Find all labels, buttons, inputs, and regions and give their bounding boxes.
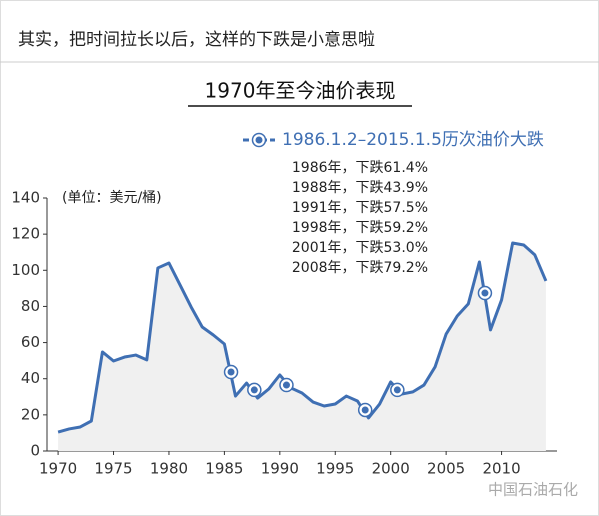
drop-marker-dot <box>227 368 235 376</box>
y-tick-label: 40 <box>21 369 40 387</box>
x-tick-label: 1975 <box>94 460 132 478</box>
y-tick-label: 140 <box>11 189 40 207</box>
x-tick-label: 1980 <box>150 460 188 478</box>
line <box>57 241 548 434</box>
y-tick-label: 60 <box>21 333 40 351</box>
y-tick-label: 20 <box>21 405 40 423</box>
x-tick-label: 1970 <box>39 460 77 478</box>
watermark: 中国石油石化 <box>488 481 578 499</box>
y-tick-label: 0 <box>30 442 40 460</box>
legend-label: 1986.1.2–2015.1.5历次油价大跌 <box>282 130 544 150</box>
chart-title: 1970年至今油价表现 <box>205 79 396 103</box>
annotation: 2008年，下跌79.2% <box>292 260 428 276</box>
drop-marker-dot <box>481 289 489 297</box>
y-axis-label: (单位：美元/桶) <box>62 190 162 206</box>
annotation: 1991年，下跌57.5% <box>292 200 428 216</box>
annotation: 1988年，下跌43.9% <box>292 180 428 196</box>
header: 其实，把时间拉长以后，这样的下跌是小意思啦 <box>18 30 375 50</box>
drop-marker-dot <box>282 381 290 389</box>
x-tick-label: 2010 <box>482 460 520 478</box>
x-tick-label: 1995 <box>316 460 354 478</box>
drop-marker-dot <box>250 386 258 394</box>
area <box>58 242 546 451</box>
x-tick-label: 2005 <box>427 460 465 478</box>
annotation: 1986年，下跌61.4% <box>292 160 428 176</box>
x-tick-label: 1985 <box>205 460 243 478</box>
annotation: 1998年，下跌59.2% <box>292 220 428 236</box>
drop-marker-dot <box>361 406 369 414</box>
y-tick-label: 80 <box>21 297 40 315</box>
x-tick-label: 1990 <box>261 460 299 478</box>
annotation: 2001年，下跌53.0% <box>292 240 428 256</box>
y-tick-label: 120 <box>11 225 40 243</box>
x-tick-label: 2000 <box>372 460 410 478</box>
legend-marker-dot <box>255 136 263 144</box>
drop-marker-dot <box>393 386 401 394</box>
y-tick-label: 100 <box>11 261 40 279</box>
